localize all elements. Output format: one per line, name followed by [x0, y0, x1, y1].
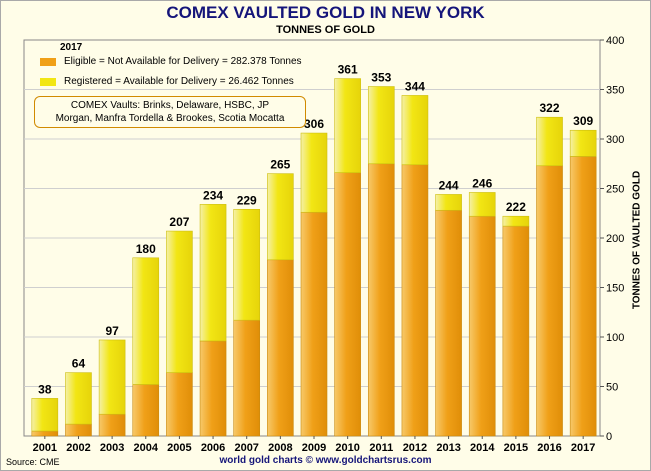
bar-eligible	[267, 259, 294, 437]
x-tick-label: 2013	[436, 442, 460, 454]
bar-registered	[199, 204, 227, 342]
y-axis-label: TONNES OF VAULTED GOLD	[631, 170, 643, 310]
y-tick-label: 350	[606, 85, 624, 97]
bar-registered	[132, 257, 160, 385]
bar-eligible	[65, 423, 92, 437]
credit-line: world gold charts © www.goldchartsrus.co…	[219, 455, 432, 466]
bar-registered	[401, 95, 429, 166]
chart-subtitle: TONNES OF GOLD	[276, 24, 375, 36]
vaults-annotation: COMEX Vaults: Brinks, Delaware, HSBC, JP…	[34, 96, 306, 128]
y-tick-label: 200	[606, 233, 624, 245]
y-tick-label: 0	[606, 431, 612, 443]
total-label: 265	[270, 158, 290, 172]
x-tick-label: 2007	[234, 442, 258, 454]
total-label: 64	[72, 357, 86, 371]
x-tick-label: 2011	[369, 442, 393, 454]
x-tick-label: 2005	[167, 442, 191, 454]
bar-registered	[569, 129, 597, 157]
total-label: 229	[237, 193, 257, 207]
total-label: 244	[439, 178, 459, 192]
bar-eligible	[536, 165, 563, 437]
bar-registered	[334, 78, 361, 173]
legend-eligible-label: Eligible = Not Available for Delivery = …	[64, 56, 302, 67]
legend-year: 2017	[60, 42, 83, 53]
bar-registered	[233, 208, 261, 321]
bar-eligible	[334, 172, 361, 437]
total-label: 322	[540, 101, 560, 115]
bar-eligible	[199, 340, 227, 437]
total-label: 309	[573, 114, 593, 128]
y-axis-ticks: 0 50 100 150 200 250 300 350 400	[600, 35, 624, 443]
bar-registered	[435, 194, 462, 211]
x-tick-label: 2016	[537, 442, 561, 454]
y-tick-label: 150	[606, 283, 624, 295]
bar-eligible	[468, 215, 496, 437]
bar-eligible	[502, 225, 530, 437]
total-label: 222	[506, 200, 526, 214]
total-label: 97	[105, 324, 119, 338]
x-tick-label: 2015	[504, 442, 528, 454]
bar-eligible	[98, 413, 126, 437]
bar-registered	[300, 132, 328, 213]
x-tick-label: 2008	[268, 442, 292, 454]
total-label: 344	[405, 79, 425, 93]
bar-eligible	[401, 164, 429, 437]
bar-eligible	[132, 384, 160, 437]
y-tick-label: 300	[606, 134, 624, 146]
bar-eligible	[367, 163, 395, 437]
y-tick-label: 100	[606, 332, 624, 344]
legend-registered-swatch	[40, 77, 56, 86]
bar-eligible	[233, 319, 261, 437]
annotation-line-1: COMEX Vaults: Brinks, Delaware, HSBC, JP	[70, 100, 270, 111]
x-tick-label: 2009	[302, 442, 326, 454]
source-note: Source: CME	[6, 457, 60, 467]
legend-eligible: Eligible = Not Available for Delivery = …	[40, 56, 302, 67]
annotation-line-2: Morgan, Manfra Tordella & Brookes, Scoti…	[55, 113, 285, 124]
bar-registered	[31, 398, 59, 432]
total-label: 180	[136, 242, 156, 256]
value-labels: 38 64 97 180 207 234 229 265 306 361 353 344 244 246 2…	[38, 63, 593, 397]
x-tick-label: 2006	[201, 442, 225, 454]
bar-registered	[267, 173, 294, 261]
chart-title: COMEX VAULTED GOLD IN NEW YORK	[166, 3, 485, 22]
bar-eligible	[569, 156, 597, 437]
x-tick-label: 2017	[571, 442, 595, 454]
x-tick-label: 2002	[66, 442, 90, 454]
x-tick-label: 2012	[403, 442, 427, 454]
total-label: 38	[38, 382, 52, 396]
bar-eligible	[300, 211, 328, 437]
x-tick-label: 2010	[335, 442, 359, 454]
x-tick-label: 2001	[33, 442, 57, 454]
bar-registered	[468, 192, 496, 217]
bar-registered	[98, 339, 126, 415]
total-label: 306	[304, 117, 324, 131]
total-label: 207	[169, 215, 189, 229]
y-tick-label: 250	[606, 184, 624, 196]
y-tick-label: 400	[606, 35, 624, 47]
legend-registered: Registered = Available for Delivery = 26…	[40, 76, 294, 87]
total-label: 353	[371, 71, 391, 85]
bar-eligible	[31, 430, 59, 437]
legend-registered-label: Registered = Available for Delivery = 26…	[64, 76, 294, 87]
bar-eligible	[435, 209, 462, 437]
bar-registered	[536, 116, 563, 167]
total-label: 361	[338, 63, 358, 77]
bar-registered	[367, 86, 395, 165]
bar-registered	[65, 372, 92, 425]
bar-eligible	[166, 372, 193, 437]
y-tick-label: 50	[606, 382, 618, 394]
x-tick-label: 2004	[134, 442, 159, 454]
x-tick-label: 2014	[470, 442, 495, 454]
x-tick-label: 2003	[100, 442, 124, 454]
bar-registered	[166, 230, 193, 373]
bar-registered	[502, 215, 530, 227]
total-label: 234	[203, 188, 223, 202]
x-axis-ticks: 2001 2002 2003 2004 2005 2006 2007 2008 2009 2010…	[33, 436, 595, 454]
total-label: 246	[472, 176, 492, 190]
legend-eligible-swatch	[40, 57, 56, 66]
